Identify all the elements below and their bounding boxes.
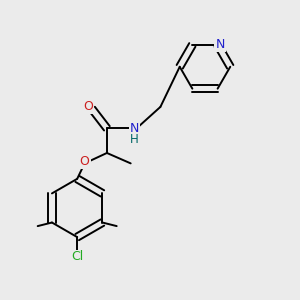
Text: Cl: Cl [71, 250, 83, 263]
Text: N: N [215, 38, 225, 50]
Text: H: H [130, 133, 139, 146]
Text: O: O [80, 155, 89, 168]
Text: O: O [83, 100, 93, 112]
Text: N: N [130, 122, 139, 135]
